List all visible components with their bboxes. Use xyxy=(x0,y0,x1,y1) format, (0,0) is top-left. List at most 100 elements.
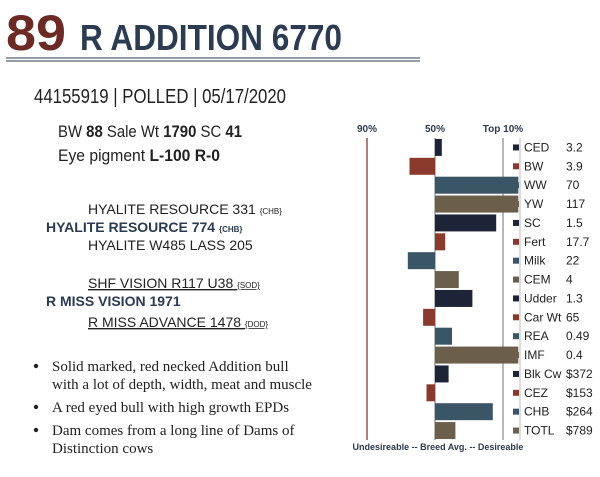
bar xyxy=(435,289,473,307)
legend-swatch xyxy=(513,276,519,283)
pedigree-tag: {CHB} xyxy=(219,225,243,234)
pedigree-name: HYALITE RESOURCE 331 xyxy=(88,201,256,217)
bar xyxy=(426,384,435,402)
legend-swatch xyxy=(513,257,519,264)
epd-value: 4 xyxy=(566,273,573,287)
bar xyxy=(423,308,435,326)
stat-value: 88 xyxy=(86,122,103,141)
legend-swatch xyxy=(513,314,519,321)
epd-value: $153 xyxy=(566,386,593,400)
epd-value: 22 xyxy=(566,254,580,268)
stats-line: BW 88 Sale Wt 1790 SC 41 xyxy=(58,122,242,141)
bullets: Solid marked, red necked Addition bull wi… xyxy=(33,359,312,457)
bullet-line: Dam comes from a long line of Dams of xyxy=(52,423,294,439)
legend-swatch xyxy=(513,389,519,396)
eye-value: L-100 R-0 xyxy=(149,146,220,165)
id-line: 44155919 | POLLED | 05/17/2020 xyxy=(34,86,286,108)
bar xyxy=(407,252,435,270)
stat-label: SC xyxy=(201,122,222,141)
stat-value: 1790 xyxy=(163,122,196,141)
pedigree-entry: HYALITE RESOURCE 331 {CHB} xyxy=(88,201,282,217)
epd-value: $264 xyxy=(566,405,593,419)
bar xyxy=(435,271,459,289)
epd-value: 0.4 xyxy=(566,348,583,362)
category-label: CED xyxy=(524,140,550,154)
legend-swatch xyxy=(513,163,519,170)
category-label: SC xyxy=(524,216,541,230)
bullet-text: Dam comes from a long line of Dams of Dis… xyxy=(52,423,294,457)
legend-swatch xyxy=(513,219,519,226)
bullet-dot xyxy=(33,363,39,369)
bullet-line: with a lot of depth, width, meat and mus… xyxy=(52,377,312,393)
bar xyxy=(435,176,519,194)
epd-value: 1.5 xyxy=(566,216,583,230)
legend-swatch xyxy=(513,182,519,189)
epd-value: 0.49 xyxy=(566,329,590,343)
category-label: Car Wt xyxy=(524,310,562,324)
bullet-line: Distinction cows xyxy=(52,441,153,457)
x-tick-label: 90% xyxy=(357,124,377,135)
bar xyxy=(435,233,446,251)
x-tick-label: Top 10% xyxy=(483,124,523,135)
bullet-dot xyxy=(33,404,39,410)
x-axis-label: Undesireable -- Breed Avg. -- Desireable xyxy=(353,442,524,452)
pedigree-entry: HYALITE W485 LASS 205 xyxy=(88,237,253,253)
bullet-dot xyxy=(33,427,39,433)
pedigree-name: R MISS VISION 1971 xyxy=(46,293,181,309)
category-label: CEZ xyxy=(524,386,548,400)
bullet-text: A red eyed bull with high growth EPDs xyxy=(52,400,289,416)
pedigree-tag: {SOD} xyxy=(237,281,260,290)
epd-value: 1.3 xyxy=(566,291,583,305)
stat-label: BW xyxy=(58,122,82,141)
epd-value: 65 xyxy=(566,310,580,324)
stat-label: Sale Wt xyxy=(107,122,159,141)
bullet-line: A red eyed bull with high growth EPDs xyxy=(52,400,289,416)
legend-swatch xyxy=(513,333,519,340)
category-label: CHB xyxy=(524,405,549,419)
category-label: WW xyxy=(524,178,547,192)
epd-value: 17.7 xyxy=(566,235,590,249)
legend-swatch xyxy=(513,238,519,245)
pedigree-entry: SHF VISION R117 U38 {SOD} xyxy=(88,275,260,291)
bar xyxy=(435,138,442,156)
category-label: Udder xyxy=(524,291,557,305)
pedigree-name: HYALITE RESOURCE 774 xyxy=(46,219,215,235)
legend-swatch xyxy=(513,408,519,415)
epd-value: 70 xyxy=(566,178,580,192)
bar xyxy=(435,214,497,232)
pedigree-tag: {DOD} xyxy=(245,320,268,329)
bar xyxy=(435,403,493,421)
pedigree-name: HYALITE W485 LASS 205 xyxy=(88,237,253,253)
category-label: Blk Cw xyxy=(524,367,562,381)
lot-number: 89 xyxy=(6,5,66,61)
eye-label: Eye pigment xyxy=(58,146,145,165)
stat-value: 41 xyxy=(225,122,242,141)
legend-swatch xyxy=(513,427,519,434)
bar xyxy=(435,195,519,213)
bar xyxy=(435,327,452,345)
epd-value: $789 xyxy=(566,424,593,438)
eye-line: Eye pigment L-100 R-0 xyxy=(58,146,220,165)
chart: 90% 50% Top 10%CED 3.2 BW 3.9 WW 70 YW 117 SC 1.5 Fe… xyxy=(353,124,593,452)
pedigree-name: R MISS ADVANCE 1478 xyxy=(88,314,241,330)
category-label: IMF xyxy=(524,348,545,362)
animal-name: R ADDITION 6770 xyxy=(80,17,342,58)
category-label: REA xyxy=(524,329,549,343)
pedigree-entry: R MISS VISION 1971 xyxy=(46,293,181,309)
epd-value: 3.2 xyxy=(566,140,583,154)
legend-swatch xyxy=(513,201,519,208)
bar xyxy=(435,346,519,364)
legend-swatch xyxy=(513,352,519,359)
category-label: BW xyxy=(524,159,544,173)
bullet-line: Solid marked, red necked Addition bull xyxy=(52,359,289,375)
pedigree: HYALITE RESOURCE 331 {CHB}HYALITE RESOUR… xyxy=(46,201,282,330)
legend-swatch xyxy=(513,370,519,377)
category-label: YW xyxy=(524,197,544,211)
pedigree-entry: R MISS ADVANCE 1478 {DOD} xyxy=(88,314,268,330)
x-tick-label: 50% xyxy=(425,124,445,135)
bullet-text: Solid marked, red necked Addition bull wi… xyxy=(52,359,312,393)
pedigree-entry: HYALITE RESOURCE 774 {CHB} xyxy=(46,219,243,235)
bar xyxy=(409,157,435,175)
epd-value: 3.9 xyxy=(566,159,583,173)
